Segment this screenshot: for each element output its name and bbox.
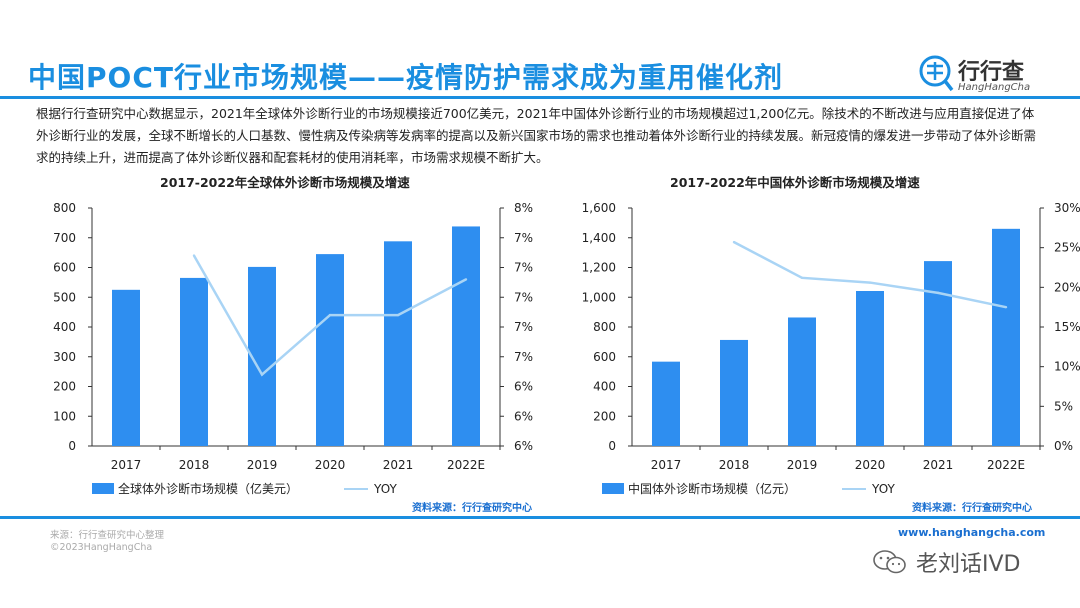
legend-bar-swatch [92,483,114,494]
x-tick-label: 2021 [923,458,954,472]
logo: 行行查 HangHangCha [918,52,1068,96]
left-tick-label: 0 [608,439,616,453]
left-tick-label: 600 [593,350,616,364]
left-tick-label: 700 [53,231,76,245]
yoy-point [464,278,468,281]
left-tick-label: 200 [593,409,616,423]
watermark: 老刘话IVD [872,546,1020,578]
yoy-point [936,291,940,295]
left-tick-label: 300 [53,350,76,364]
left-tick-label: 1,000 [582,290,616,304]
yoy-point [260,373,264,376]
title-divider [0,96,1080,99]
intro-paragraph: 根据行行查研究中心数据显示，2021年全球体外诊断行业的市场规模接近700亿美元… [36,106,1037,165]
right-tick-label: 25% [1054,241,1080,255]
yoy-point [800,276,804,280]
right-tick-label: 6% [514,409,533,423]
right-tick-label: 7% [514,290,533,304]
right-tick-label: 8% [514,201,533,215]
website-link[interactable]: www.hanghangcha.com [898,526,1046,539]
right-tick-label: 5% [1054,399,1073,413]
chart-2-legend: 中国体外诊断市场规模（亿元） YOY [602,480,895,497]
right-tick-label: 7% [514,231,533,245]
bar [384,241,412,446]
bar [452,226,480,446]
bar [180,277,208,446]
left-tick-label: 1,600 [582,201,616,215]
footer-copyright: ©2023HangHangCha [50,542,153,553]
left-tick-label: 100 [53,409,76,423]
x-tick-label: 2019 [787,458,818,472]
legend-bar-swatch [602,483,624,494]
logo-sub: HangHangCha [958,82,1031,93]
bar [652,361,680,446]
yoy-point [1004,305,1008,309]
legend-line-swatch [344,487,369,490]
right-tick-label: 6% [514,380,533,394]
right-tick-label: 7% [514,350,533,364]
bar [992,228,1020,446]
bar [856,291,884,446]
right-tick-label: 20% [1054,280,1080,294]
yoy-point [732,240,736,244]
watermark-text: 老刘话IVD [916,552,1021,577]
logo-icon [919,55,954,92]
x-tick-label: 2018 [719,458,750,472]
right-tick-label: 0% [1054,439,1073,453]
wechat-icon [873,550,906,574]
global-ivd-chart: 0 100 200 300 400 500 600 700 800 6% 6% 6% 7% 7% 7% 7% 7… [53,201,533,472]
yoy-point [328,313,332,317]
chart-1-source: 资料来源：行行查研究中心 [412,503,532,514]
legend-line-label: YOY [872,481,895,496]
x-tick-label: 2020 [315,458,346,472]
x-tick-label: 2017 [111,458,142,472]
bar [112,289,140,446]
left-tick-label: 500 [53,290,76,304]
x-tick-label: 2020 [855,458,886,472]
logo-text: 行行查 [958,60,1025,85]
footer-note: 来源：行行查研究中心整理 [50,530,165,541]
x-tick-label: 2022E [987,458,1025,472]
right-tick-label: 6% [514,439,533,453]
bar [788,317,816,446]
chart-2-source: 资料来源：行行查研究中心 [912,503,1032,514]
bar [316,254,344,446]
legend-line-label: YOY [374,481,397,496]
right-tick-label: 7% [514,320,533,334]
left-tick-label: 1,400 [582,231,616,245]
right-tick-label: 30% [1054,201,1080,215]
legend-bar-label: 中国体外诊断市场规模（亿元） [628,482,797,496]
left-tick-label: 600 [53,261,76,275]
chart-1-legend: 全球体外诊断市场规模（亿美元） YOY [92,480,397,497]
x-tick-label: 2019 [247,458,278,472]
left-tick-label: 0 [68,439,76,453]
yoy-point [396,313,400,317]
left-tick-label: 1,200 [582,261,616,275]
x-tick-label: 2017 [651,458,682,472]
bar [924,261,952,446]
legend-bar-label: 全球体外诊断市场规模（亿美元） [118,482,299,496]
right-tick-label: 15% [1054,320,1080,334]
x-tick-label: 2021 [383,458,414,472]
chart-2-title: 2017-2022年中国体外诊断市场规模及增速 [670,175,920,190]
page-title: 中国POCT行业市场规模——疫情防护需求成为重用催化剂 [28,61,783,94]
right-tick-label: 10% [1054,360,1080,374]
legend-line-swatch [842,487,867,490]
right-tick-label: 7% [514,261,533,275]
left-tick-label: 400 [53,320,76,334]
bar [720,339,748,446]
x-tick-label: 2022E [447,458,485,472]
yoy-point [192,254,196,257]
bottom-divider [0,516,1080,519]
left-tick-label: 200 [53,380,76,394]
china-ivd-chart: 0 200 400 600 800 1,000 1,200 1,400 1,600 0% 5% 10%… [582,201,1080,472]
x-tick-label: 2018 [179,458,210,472]
left-tick-label: 800 [593,320,616,334]
left-tick-label: 400 [593,380,616,394]
left-tick-label: 800 [53,201,76,215]
chart-1-title: 2017-2022年全球体外诊断市场规模及增速 [160,175,410,190]
yoy-point [868,281,872,284]
